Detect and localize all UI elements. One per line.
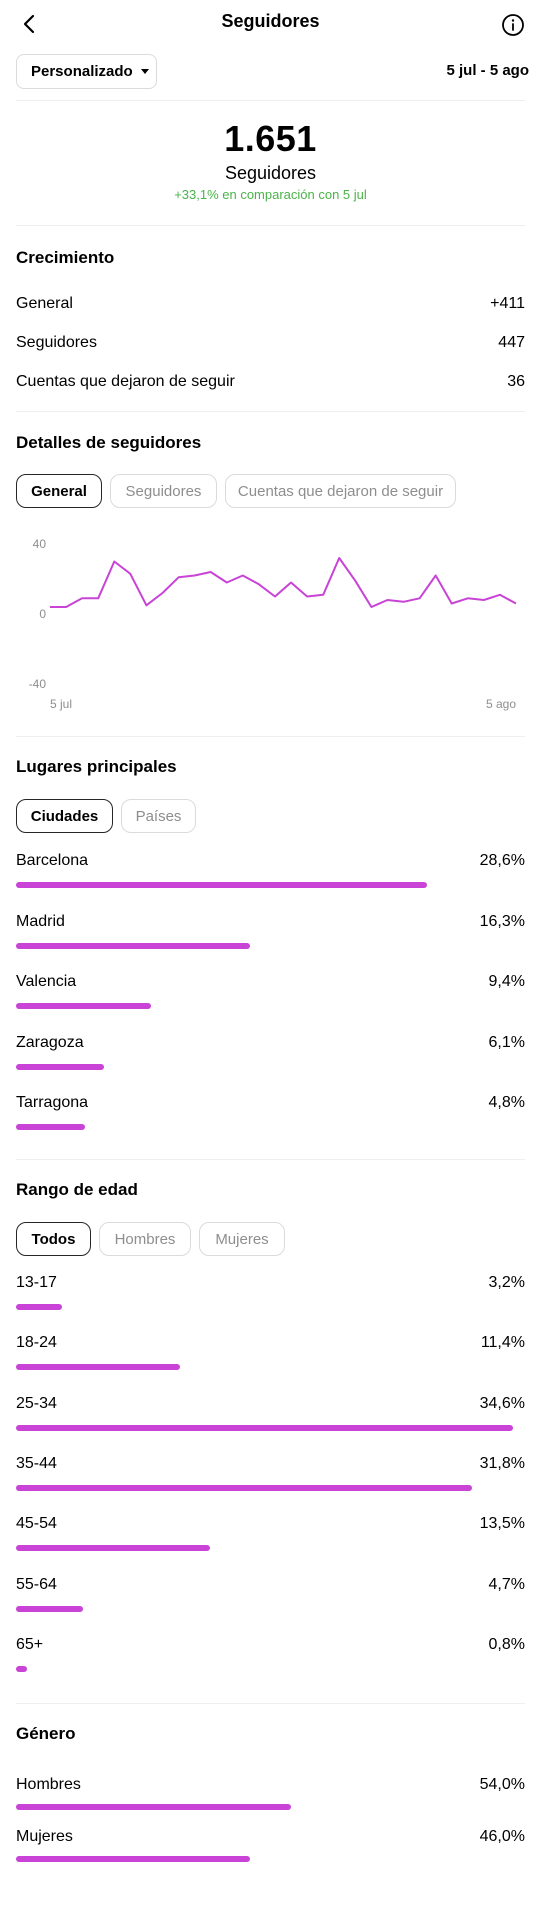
row-label: 45-54 [16, 1515, 57, 1533]
tab-hombres[interactable]: Hombres [99, 1222, 191, 1256]
row-value: 28,6% [479, 852, 525, 869]
tab-paises[interactable]: Países [121, 799, 196, 833]
date-range: 5 jul - 5 ago [446, 62, 529, 79]
divider [16, 1703, 525, 1704]
row-value: 16,3% [479, 912, 525, 930]
row-label: 65+ [16, 1635, 44, 1653]
followers-line-chart: 40 0 -405 jul 5 ago [29, 537, 517, 711]
percentage-bar [16, 942, 250, 949]
tab-mujeres[interactable]: Mujeres [199, 1222, 285, 1256]
gender-title: Género [16, 1724, 76, 1743]
row-label: 25-34 [16, 1394, 57, 1412]
growth-row: General +411 [16, 295, 525, 313]
tab-cuentas-dejaron[interactable]: Cuentas que dejaron de seguir [225, 474, 456, 508]
percentage-bar [16, 1665, 27, 1672]
age-title: Rango de edad [16, 1180, 138, 1199]
row-label: Tarragona [16, 1094, 89, 1111]
growth-row: Cuentas que dejaron de seguir 36 [16, 373, 525, 391]
row-label: 18-24 [16, 1334, 57, 1352]
period-dropdown-label: Personalizado [31, 63, 133, 80]
row-value: 4,7% [488, 1575, 525, 1593]
row-value: 0,8% [488, 1635, 525, 1653]
row-value: 13,5% [479, 1515, 525, 1533]
percentage-bar [16, 1364, 180, 1371]
row-value: 6,1% [488, 1033, 525, 1051]
followers-comparison: +33,1% en comparación con 5 jul [174, 187, 367, 202]
row-label: 55-64 [16, 1575, 57, 1593]
growth-row: Seguidores 447 [16, 334, 525, 352]
percentage-bar [16, 1424, 513, 1431]
row-value: 9,4% [488, 973, 525, 990]
percentage-bar [16, 882, 427, 888]
growth-row-value: 447 [498, 334, 525, 351]
followers-label: Seguidores [224, 163, 317, 183]
row-label: Barcelona [16, 852, 89, 869]
percentage-bar [16, 1003, 151, 1009]
percentage-bar [16, 1545, 210, 1552]
tab-todos[interactable]: Todos [16, 1222, 91, 1256]
row-value: 4,8% [488, 1094, 525, 1111]
row-value: 11,4% [480, 1334, 525, 1352]
period-dropdown[interactable]: Personalizado [16, 54, 157, 89]
caret-down-icon [140, 69, 149, 74]
tab-ciudades[interactable]: Ciudades [16, 799, 113, 833]
row-value: 54,0% [479, 1776, 525, 1793]
row-label: 35-44 [16, 1454, 57, 1472]
divider [16, 1159, 525, 1160]
places-title: Lugares principales [16, 757, 177, 776]
row-label: Madrid [16, 912, 65, 930]
row-label: 13-17 [16, 1274, 57, 1291]
percentage-bar [16, 1304, 62, 1310]
growth-row-label: Seguidores [16, 334, 97, 351]
row-value: 46,0% [479, 1828, 525, 1845]
row-label: Hombres [16, 1776, 81, 1793]
x-tick-label: 5 jul [50, 697, 72, 711]
growth-row-value: 36 [507, 373, 525, 390]
row-label: Valencia [16, 973, 77, 990]
divider [16, 100, 525, 101]
divider [16, 736, 525, 737]
back-arrow-icon[interactable] [19, 13, 41, 35]
y-tick-label: 0 [39, 607, 46, 621]
row-value: 31,8% [479, 1454, 525, 1472]
row-value: 34,6% [479, 1394, 525, 1412]
growth-title: Crecimiento [16, 248, 115, 267]
info-icon[interactable] [501, 13, 525, 37]
tab-general[interactable]: General [16, 474, 102, 508]
percentage-bar [16, 1063, 104, 1070]
growth-row-label: Cuentas que dejaron de seguir [16, 373, 235, 390]
y-tick-label: -40 [29, 677, 47, 691]
percentage-bar [16, 1804, 291, 1810]
followers-total: 1.651 [224, 118, 317, 159]
percentage-bar [16, 1856, 250, 1862]
page-title: Seguidores [221, 11, 320, 31]
percentage-bar [16, 1124, 85, 1130]
divider [16, 411, 525, 412]
series-line [50, 557, 517, 608]
y-tick-label: 40 [33, 537, 47, 551]
percentage-bar [16, 1484, 472, 1491]
growth-row-label: General [16, 295, 73, 312]
row-label: Zaragoza [16, 1033, 84, 1051]
tab-seguidores[interactable]: Seguidores [110, 474, 217, 508]
percentage-bar [16, 1605, 83, 1612]
row-label: Mujeres [16, 1828, 73, 1845]
details-title: Detalles de seguidores [16, 433, 202, 452]
growth-row-value: +411 [490, 295, 525, 312]
row-value: 3,2% [488, 1274, 525, 1291]
x-tick-label: 5 ago [486, 697, 516, 711]
divider [16, 225, 525, 226]
